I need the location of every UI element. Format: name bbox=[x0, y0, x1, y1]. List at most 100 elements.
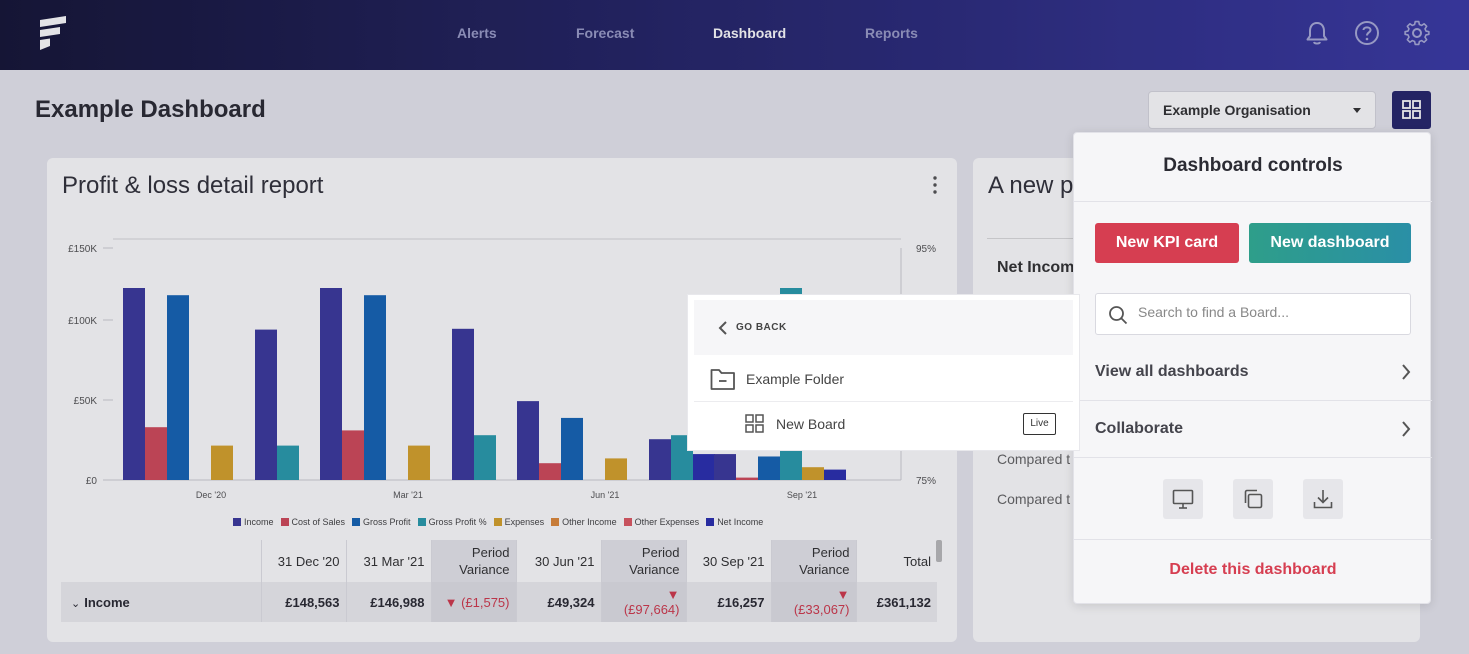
report-table: 31 Dec '20 31 Mar '21 Period Variance 30… bbox=[61, 540, 937, 622]
go-back-label: GO BACK bbox=[736, 322, 787, 333]
legend-item[interactable]: Cost of Sales bbox=[280, 517, 345, 527]
legend-item[interactable]: Gross Profit % bbox=[417, 517, 487, 527]
duplicate-button[interactable] bbox=[1233, 479, 1273, 519]
chevron-down-icon bbox=[1353, 108, 1361, 113]
table-header: 31 Dec '20 bbox=[260, 540, 346, 582]
table-scrollbar[interactable] bbox=[936, 540, 942, 562]
chart-bar bbox=[605, 458, 627, 480]
legend-item[interactable]: Other Income bbox=[551, 517, 617, 527]
x-tick-label: Jun '21 bbox=[591, 490, 620, 500]
row-label-cell[interactable]: ⌄ Income bbox=[61, 582, 261, 622]
legend-label: Gross Profit bbox=[363, 517, 411, 527]
chevron-left-icon bbox=[718, 321, 727, 335]
logo-icon[interactable] bbox=[36, 14, 70, 54]
download-button[interactable] bbox=[1303, 479, 1343, 519]
row-label: Income bbox=[84, 594, 130, 610]
chevron-down-icon[interactable]: ⌄ bbox=[71, 597, 81, 610]
legend-swatch bbox=[352, 518, 361, 526]
legend-label: Gross Profit % bbox=[428, 517, 487, 527]
search-icon bbox=[1109, 306, 1128, 325]
legend-item[interactable]: Gross Profit bbox=[352, 517, 411, 527]
view-all-dashboards-link[interactable]: View all dashboards bbox=[1095, 363, 1411, 381]
table-row[interactable]: ⌄ Income £148,563 £146,988 ▼ (£1,575) £49… bbox=[61, 582, 937, 622]
chart-bar bbox=[736, 477, 758, 480]
nav-forecast[interactable]: Forecast bbox=[576, 25, 635, 41]
chart-bar bbox=[517, 401, 539, 480]
chart-bar bbox=[211, 445, 233, 480]
board-picker-popup: GO BACK Example Folder New Board Live bbox=[688, 295, 1079, 450]
new-dashboard-button[interactable]: New dashboard bbox=[1249, 223, 1411, 263]
chart-bar bbox=[123, 288, 145, 480]
table-cell: ▼ (£1,575) bbox=[430, 582, 516, 622]
legend-swatch bbox=[706, 518, 715, 526]
nav-reports[interactable]: Reports bbox=[865, 25, 918, 41]
legend-item[interactable]: Expenses bbox=[493, 517, 544, 527]
legend-label: Net Income bbox=[717, 517, 764, 527]
chart-bar bbox=[758, 456, 780, 480]
chart-bar bbox=[802, 467, 824, 480]
live-badge: Live bbox=[1023, 413, 1056, 435]
bell-icon[interactable] bbox=[1304, 20, 1330, 46]
more-options-icon[interactable] bbox=[933, 176, 937, 194]
help-icon[interactable] bbox=[1354, 20, 1380, 46]
board-search-input[interactable] bbox=[1138, 304, 1398, 320]
chart-bar bbox=[474, 435, 496, 480]
board-search[interactable] bbox=[1095, 293, 1411, 335]
compared-label: Compared t bbox=[997, 451, 1071, 467]
legend-swatch bbox=[623, 518, 632, 526]
divider bbox=[1074, 400, 1432, 401]
legend-swatch bbox=[233, 518, 241, 526]
table-header: 30 Sep '21 bbox=[685, 540, 771, 582]
y2-tick-label: 95% bbox=[916, 244, 936, 255]
divider bbox=[1074, 201, 1432, 202]
divider bbox=[987, 238, 1087, 239]
nav-dashboard[interactable]: Dashboard bbox=[713, 25, 787, 41]
x-tick-label: Mar '21 bbox=[393, 490, 423, 500]
chart-bar bbox=[364, 295, 386, 480]
table-header: Period Variance bbox=[430, 540, 516, 582]
y-tick-label: £100K bbox=[68, 316, 97, 327]
chart-bar bbox=[693, 454, 715, 480]
new-kpi-card-button[interactable]: New KPI card bbox=[1095, 223, 1239, 263]
legend-item[interactable]: Other Expenses bbox=[623, 517, 699, 527]
chart-bar bbox=[714, 454, 736, 480]
nav-alerts[interactable]: Alerts bbox=[457, 25, 497, 41]
folder-icon bbox=[710, 369, 735, 390]
table-header bbox=[61, 540, 261, 582]
chart-legend: Income Cost of Sales Gross Profit Gross Pro… bbox=[233, 517, 770, 527]
list-item-folder[interactable]: Example Folder bbox=[694, 355, 1073, 402]
legend-swatch bbox=[551, 518, 560, 526]
gear-icon[interactable] bbox=[1403, 19, 1431, 47]
table-cell: £361,132 bbox=[855, 582, 937, 622]
table-header: Period Variance bbox=[770, 540, 856, 582]
chart-bar bbox=[824, 469, 846, 480]
panel-title: Dashboard controls bbox=[1163, 155, 1343, 176]
legend-swatch bbox=[493, 518, 502, 526]
delete-dashboard-button[interactable]: Delete this dashboard bbox=[1169, 561, 1337, 578]
x-tick-label: Sep '21 bbox=[787, 490, 817, 500]
chart-bar bbox=[320, 288, 342, 480]
y-tick-label: £150K bbox=[68, 244, 97, 255]
organisation-select[interactable]: Example Organisation bbox=[1148, 91, 1376, 129]
table-cell: £148,563 bbox=[260, 582, 346, 622]
legend-item[interactable]: Income bbox=[233, 517, 274, 527]
collaborate-link[interactable]: Collaborate bbox=[1095, 420, 1411, 438]
go-back-button[interactable]: GO BACK bbox=[694, 300, 1073, 355]
present-button[interactable] bbox=[1163, 479, 1203, 519]
legend-item[interactable]: Net Income bbox=[706, 517, 763, 527]
view-all-label: View all dashboards bbox=[1095, 363, 1249, 380]
table-header: 30 Jun '21 bbox=[515, 540, 601, 582]
table-cell: £146,988 bbox=[345, 582, 431, 622]
profit-loss-report-card: Profit & loss detail report £0 £50K £100K £… bbox=[47, 158, 957, 642]
table-header-row: 31 Dec '20 31 Mar '21 Period Variance 30… bbox=[61, 540, 937, 582]
dashboard-controls-button[interactable] bbox=[1392, 91, 1431, 129]
divider bbox=[1074, 457, 1432, 458]
y2-tick-label: 75% bbox=[916, 476, 936, 487]
chevron-right-icon bbox=[1402, 421, 1411, 437]
chart-bar bbox=[255, 329, 277, 480]
chart-bar bbox=[649, 439, 671, 480]
monitor-icon bbox=[1172, 489, 1194, 509]
table-cell: £16,257 bbox=[685, 582, 771, 622]
list-item-board[interactable]: New Board Live bbox=[694, 402, 1073, 445]
y-tick-label: £50K bbox=[74, 396, 98, 407]
